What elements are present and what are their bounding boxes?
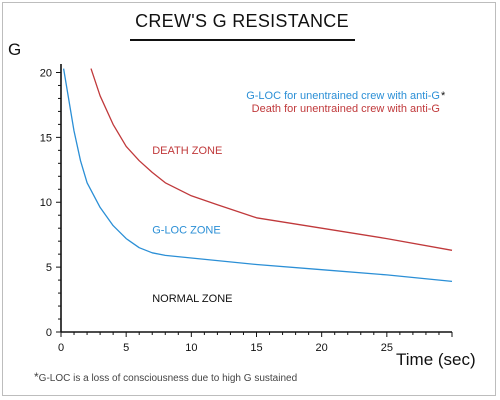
zone-label: DEATH ZONE (152, 145, 222, 157)
y-tick-label: 10 (40, 197, 52, 209)
x-tick-label: 0 (58, 342, 64, 354)
gloc-series-line (62, 68, 453, 283)
y-tick-label: 15 (40, 132, 52, 144)
x-tick-label: 10 (185, 342, 197, 354)
tick-labels: 0 5 10 15 20 0 5 10 15 20 25 (40, 67, 393, 354)
x-axis-label: Time (sec) (396, 350, 476, 369)
zone-annotations: DEATH ZONE G-LOC ZONE NORMAL ZONE (152, 145, 232, 305)
legend-asterisk: * (441, 90, 446, 102)
y-tick-label: 20 (40, 67, 52, 79)
death-series-line (90, 68, 453, 251)
chart-frame (2, 2, 496, 396)
y-tick-label: 0 (46, 327, 52, 339)
chart-title: CREW'S G RESISTANCE (135, 11, 349, 31)
zone-label: G-LOC ZONE (152, 224, 220, 236)
title-underline (130, 39, 355, 41)
footnote: *G-LOC is a loss of consciousness due to… (34, 370, 297, 384)
y-tick-label: 5 (46, 262, 52, 274)
y-axis-label: G (8, 40, 21, 59)
legend-entry: G-LOC for unentrained crew with anti-G (246, 90, 440, 102)
zone-label: NORMAL ZONE (152, 293, 232, 305)
legend-entry: Death for unentrained crew with anti-G (252, 103, 440, 115)
x-tick-label: 25 (381, 342, 393, 354)
legend: G-LOC for unentrained crew with anti-G *D… (246, 90, 446, 115)
axes (56, 64, 453, 337)
x-tick-label: 20 (316, 342, 328, 354)
series-lines (62, 68, 453, 283)
footnote-star: * (34, 370, 39, 384)
x-tick-label: 15 (250, 342, 262, 354)
footnote-text: G-LOC is a loss of consciousness due to … (38, 373, 298, 384)
x-tick-label: 5 (123, 342, 129, 354)
